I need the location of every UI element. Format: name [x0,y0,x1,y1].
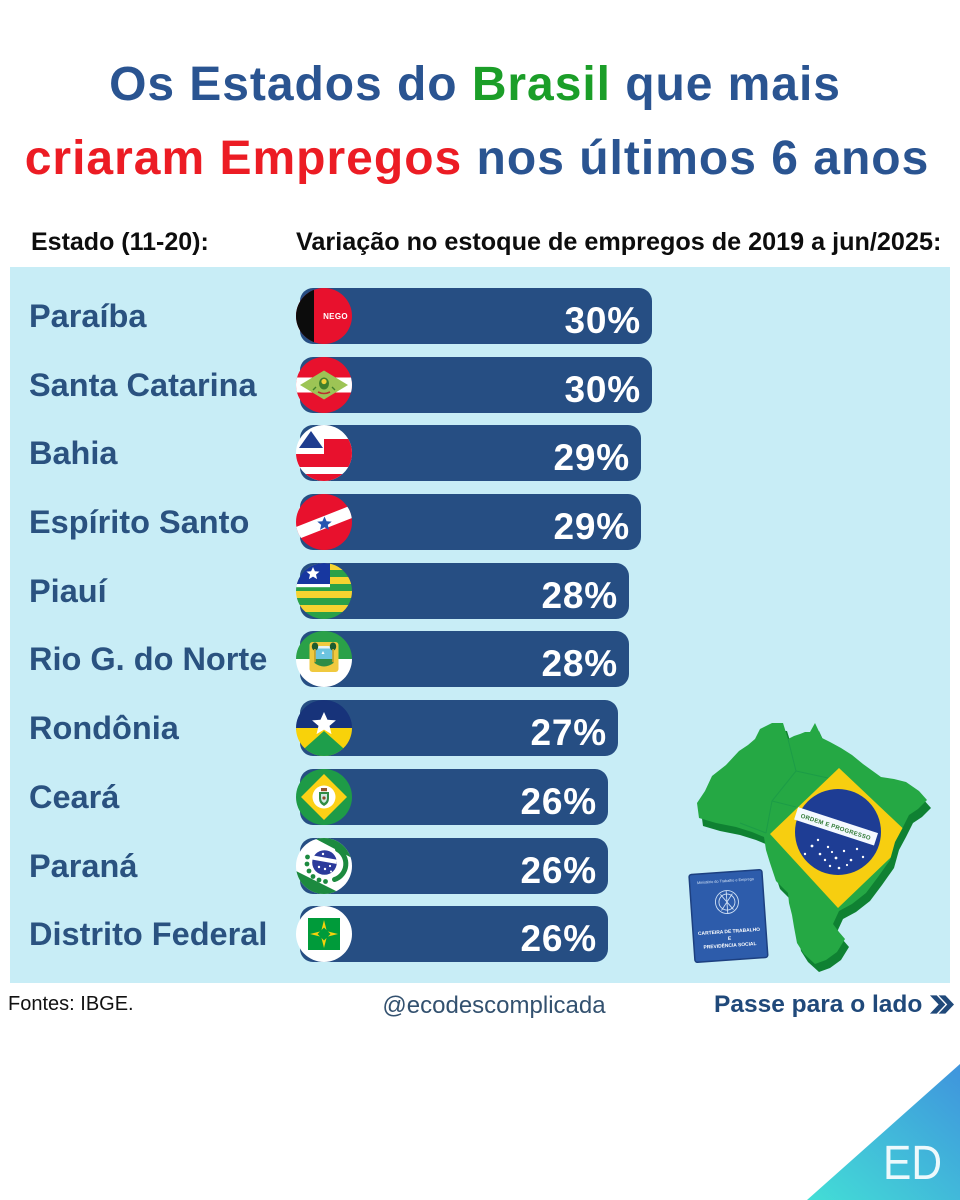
svg-text:CARTEIRA DE TRABALHO: CARTEIRA DE TRABALHO [698,927,760,937]
svg-text:PREVIDÊNCIA SOCIAL: PREVIDÊNCIA SOCIAL [703,939,757,951]
svg-text:E: E [728,936,732,942]
svg-text:Ministério do Trabalho e Empre: Ministério do Trabalho e Emprego [697,877,754,885]
svg-text:ED: ED [883,1137,942,1190]
svg-text:NEGO: NEGO [323,312,348,321]
